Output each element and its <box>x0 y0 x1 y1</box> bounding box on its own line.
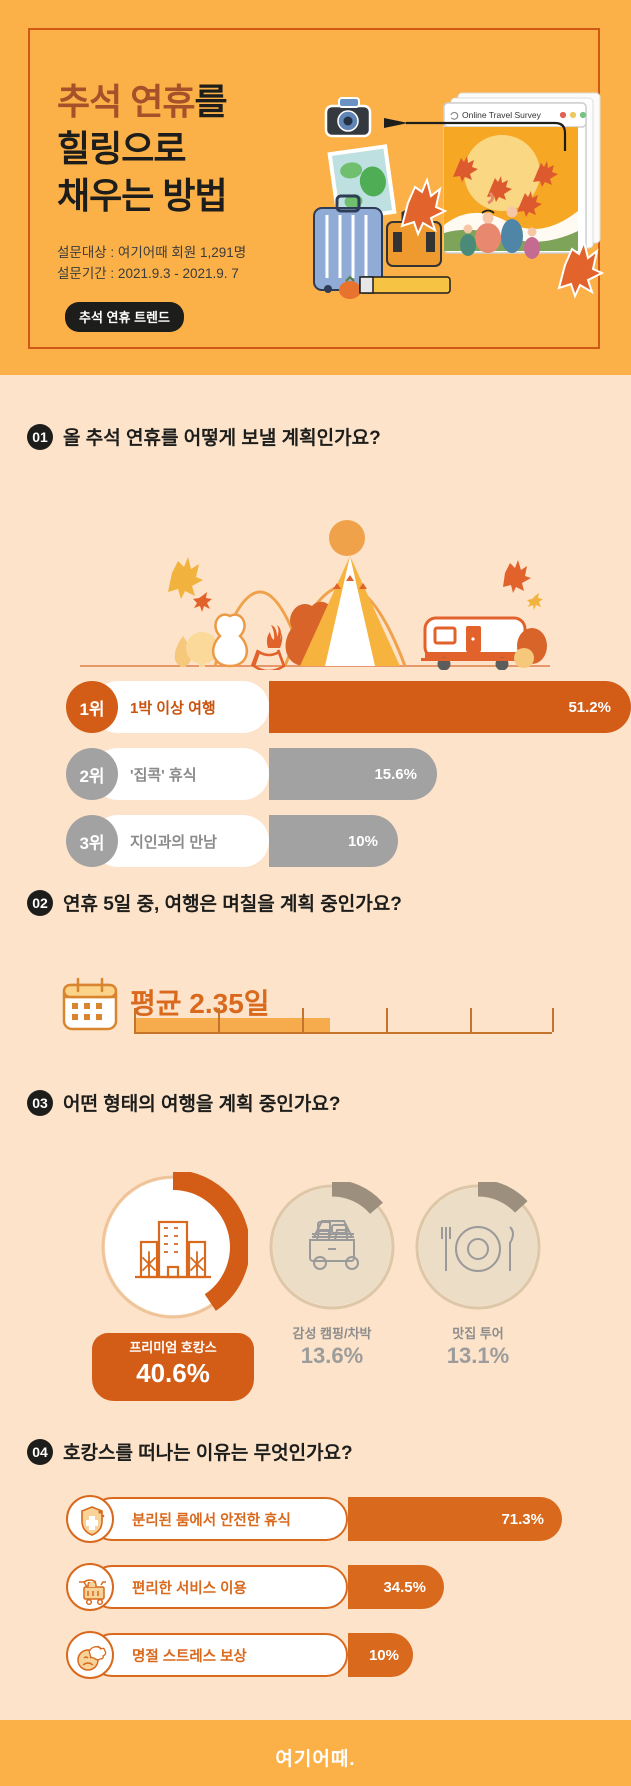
svg-text:Online Travel Survey: Online Travel Survey <box>462 110 542 120</box>
